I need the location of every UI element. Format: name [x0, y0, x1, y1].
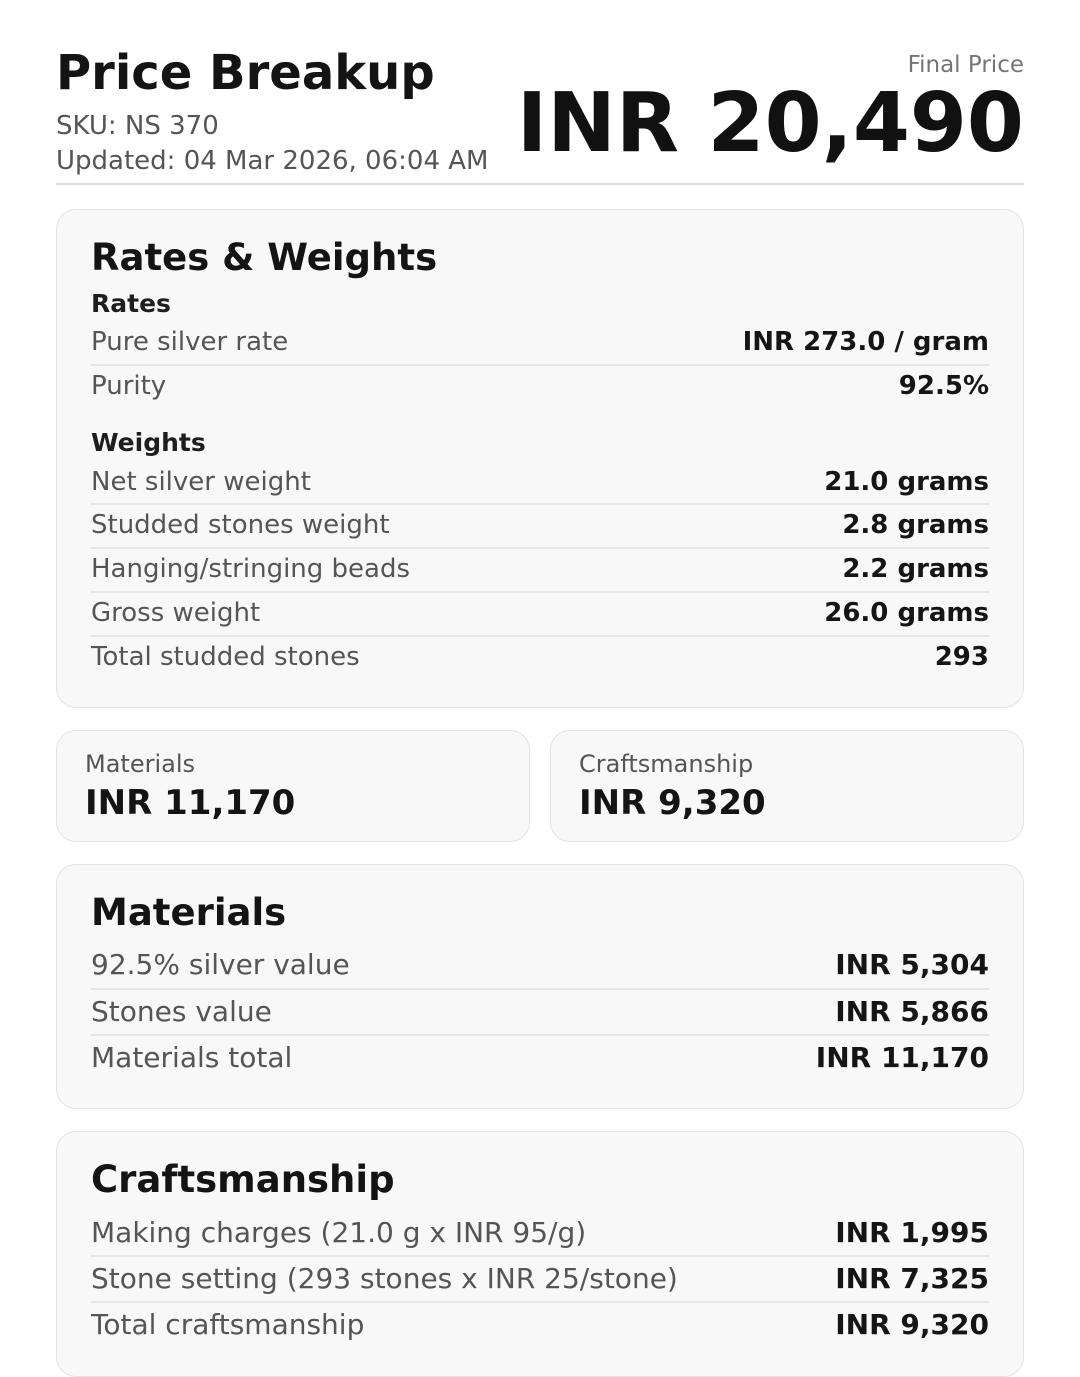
- header: Price Breakup SKU: NS 370 Updated: 04 Ma…: [56, 45, 1024, 177]
- row-label: Stone setting (293 stones x INR 25/stone…: [91, 1262, 678, 1296]
- summary-label: Craftsmanship: [579, 749, 754, 778]
- row-value: INR 11,170: [815, 1040, 989, 1074]
- table-row: Net silver weight 21.0 grams: [91, 462, 989, 506]
- weights-heading: Weights: [91, 427, 206, 457]
- row-value: 2.2 grams: [842, 554, 989, 585]
- weights-section: Weights Net silver weight 21.0 grams Stu…: [91, 426, 989, 679]
- sku-text: SKU: NS 370: [56, 111, 219, 142]
- table-row: Hanging/stringing beads 2.2 grams: [91, 549, 989, 594]
- summary-card-craftsmanship: Craftsmanship INR 9,320: [550, 729, 1024, 842]
- row-label: Stones value: [91, 994, 272, 1028]
- table-row: Stones value INR 5,866: [91, 990, 989, 1036]
- summary-value: INR 11,170: [85, 782, 296, 823]
- craftsmanship-title: Craftsmanship: [91, 1158, 395, 1202]
- header-divider: [56, 183, 1024, 186]
- craftsmanship-card: Craftsmanship Making charges (21.0 g x I…: [56, 1131, 1024, 1377]
- header-right: Final Price INR 20,490: [517, 46, 1024, 165]
- table-row: Total craftsmanship INR 9,320: [91, 1303, 989, 1347]
- row-value: INR 1,995: [835, 1215, 989, 1249]
- table-row: Studded stones weight 2.8 grams: [91, 505, 989, 550]
- header-left: Price Breakup SKU: NS 370 Updated: 04 Ma…: [56, 45, 489, 177]
- table-row: Gross weight 26.0 grams: [91, 593, 989, 637]
- table-row: Total studded stones 293: [91, 637, 989, 679]
- final-price-value: INR 20,490: [516, 75, 1024, 171]
- row-label: Studded stones weight: [91, 510, 390, 541]
- row-value: 293: [934, 641, 989, 672]
- table-row: Purity 92.5%: [91, 366, 989, 408]
- rates-heading: Rates: [91, 288, 171, 318]
- table-row: Making charges (21.0 g x INR 95/g) INR 1…: [91, 1211, 989, 1258]
- row-label: Hanging/stringing beads: [91, 554, 411, 585]
- materials-title: Materials: [91, 890, 287, 934]
- row-value: INR 5,866: [835, 994, 989, 1028]
- row-label: Materials total: [91, 1040, 293, 1074]
- row-value: 21.0 grams: [824, 466, 989, 497]
- row-label: 92.5% silver value: [91, 948, 350, 982]
- row-label: Pure silver rate: [91, 327, 289, 358]
- updated-timestamp: Updated: 04 Mar 2026, 06:04 AM: [56, 145, 489, 176]
- row-value: 92.5%: [898, 371, 989, 402]
- table-row: Pure silver rate INR 273.0 / gram: [91, 322, 989, 367]
- summary-label: Materials: [85, 749, 196, 778]
- table-row: 92.5% silver value INR 5,304: [91, 943, 989, 990]
- row-label: Total craftsmanship: [91, 1308, 365, 1342]
- table-row: Stone setting (293 stones x INR 25/stone…: [91, 1257, 989, 1304]
- summary-grid: Materials INR 11,170 Craftsmanship INR 9…: [56, 729, 1024, 842]
- row-value: INR 5,304: [835, 948, 989, 982]
- rates-weights-card: Rates & Weights Rates Pure silver rate I…: [56, 209, 1024, 708]
- row-value: INR 7,325: [835, 1262, 989, 1296]
- table-row: Materials total INR 11,170: [91, 1036, 989, 1080]
- materials-card: Materials 92.5% silver value INR 5,304 S…: [56, 863, 1024, 1110]
- rates-section: Rates Pure silver rate INR 273.0 / gram …: [91, 287, 989, 408]
- rates-weights-title: Rates & Weights: [91, 236, 438, 280]
- row-label: Making charges (21.0 g x INR 95/g): [91, 1215, 587, 1249]
- row-value: INR 9,320: [835, 1308, 989, 1342]
- summary-card-materials: Materials INR 11,170: [56, 729, 530, 842]
- final-price-label: Final Price: [907, 52, 1024, 78]
- summary-value: INR 9,320: [579, 782, 766, 823]
- page-title: Price Breakup: [56, 45, 435, 101]
- row-value: INR 273.0 / gram: [742, 327, 989, 358]
- row-label: Gross weight: [91, 598, 261, 629]
- row-label: Total studded stones: [91, 641, 360, 672]
- row-label: Net silver weight: [91, 466, 311, 497]
- row-value: 2.8 grams: [842, 510, 989, 541]
- row-label: Purity: [91, 371, 167, 402]
- row-value: 26.0 grams: [824, 598, 989, 629]
